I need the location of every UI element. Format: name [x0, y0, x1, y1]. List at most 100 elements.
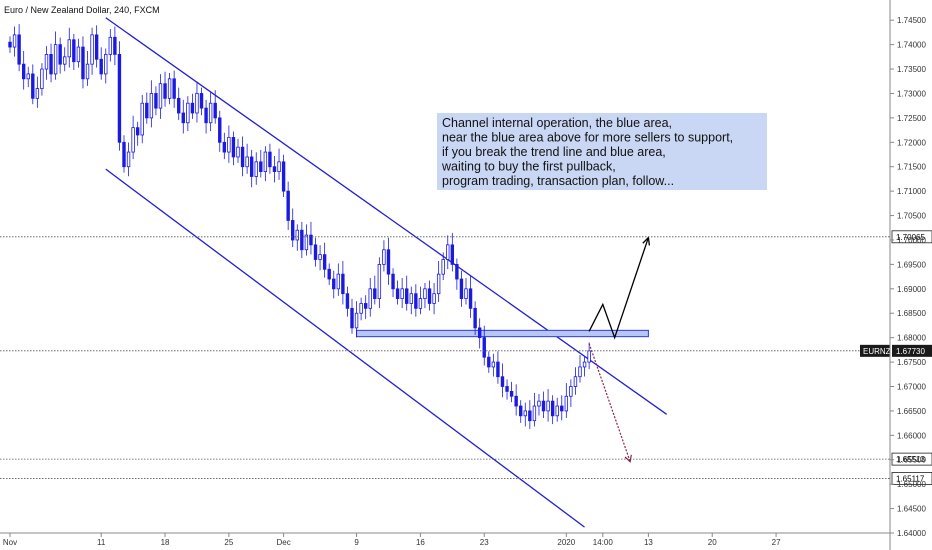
candle-body	[582, 361, 587, 368]
y-tick-label: 1.67000	[897, 382, 926, 391]
annotation-note-line: program trading, transaction plan, follo…	[442, 174, 674, 188]
candle-body	[400, 288, 404, 299]
candle-body	[245, 156, 249, 168]
candle-body	[26, 73, 30, 80]
candle-body	[491, 361, 496, 368]
candle-body	[126, 151, 131, 168]
candle-body	[94, 34, 99, 60]
bullish-arrowhead	[642, 236, 651, 246]
candle-body	[359, 303, 363, 314]
y-tick-label: 1.73500	[897, 65, 926, 74]
candle-body	[40, 68, 44, 89]
candle-body	[167, 78, 172, 99]
channel-lower-line	[105, 168, 585, 528]
candle-body	[135, 127, 140, 136]
candle-body	[309, 234, 313, 246]
candle-body	[208, 102, 213, 124]
candle-body	[104, 53, 108, 75]
candle-body	[277, 161, 281, 173]
candle-body	[213, 102, 217, 119]
annotation-note: Channel internal operation, the blue are…	[437, 113, 767, 190]
candle-body	[67, 39, 71, 58]
candle-body	[468, 288, 473, 309]
candle-body	[464, 288, 468, 299]
candle-body	[322, 254, 327, 270]
candle-body	[254, 161, 258, 177]
candle-body	[354, 312, 359, 329]
candle-body	[432, 293, 436, 304]
y-tick-label: 1.70000	[897, 236, 926, 245]
x-tick-label: 14:00	[593, 538, 614, 547]
candle-body	[519, 405, 523, 417]
candle-body	[541, 400, 546, 412]
y-tick-label: 1.66000	[897, 431, 926, 440]
candle-body	[446, 244, 450, 260]
candle-body	[81, 46, 85, 80]
candle-body	[427, 288, 432, 304]
candle-body	[272, 166, 277, 173]
y-tick-label: 1.70500	[897, 212, 926, 221]
x-tick-label: 23	[480, 538, 489, 547]
candle-body	[550, 400, 555, 417]
candle-body	[313, 244, 318, 260]
x-tick-label: 2020	[557, 538, 575, 547]
y-tick-label: 1.71500	[897, 163, 926, 172]
level-price-label: 1.70065	[896, 233, 925, 242]
y-tick-label: 1.66500	[897, 407, 926, 416]
x-tick-label: Dec	[276, 538, 290, 547]
y-tick-label: 1.72000	[897, 138, 926, 147]
candle-body	[21, 63, 26, 80]
candle-body	[409, 293, 413, 304]
candle-body	[327, 268, 331, 280]
annotation-note-line: near the blue area above for more seller…	[442, 131, 733, 145]
candle-body	[222, 141, 227, 153]
candle-body	[487, 356, 491, 368]
candle-body	[186, 102, 190, 124]
candle-body	[564, 395, 569, 412]
x-tick-label: 13	[644, 538, 653, 547]
candle-body	[295, 229, 299, 241]
candle-body	[569, 386, 573, 397]
candle-body	[350, 307, 354, 329]
y-tick-label: 1.64500	[897, 505, 926, 514]
candle-body	[72, 39, 76, 63]
candle-body	[373, 288, 377, 299]
y-tick-label: 1.72500	[897, 114, 926, 123]
candle-body	[528, 410, 532, 422]
candle-body	[587, 350, 591, 363]
candle-body	[263, 151, 268, 173]
candle-body	[204, 107, 208, 124]
candle-body	[573, 376, 578, 387]
annotation-note-line: if you break the trend line and blue are…	[442, 145, 666, 159]
bullish-projection-path	[588, 237, 650, 340]
candle-body	[177, 97, 181, 114]
candle-body	[17, 34, 21, 65]
candle-body	[199, 93, 204, 109]
candle-body	[363, 303, 368, 309]
candle-body	[455, 263, 459, 280]
candle-body	[336, 273, 341, 290]
candle-body	[8, 41, 12, 48]
candle-body	[113, 36, 117, 55]
level-price-label: 1.65513	[896, 455, 925, 464]
candle-body	[537, 400, 541, 407]
annotation-note-line: Channel internal operation, the blue are…	[442, 116, 672, 130]
candle-body	[291, 220, 295, 241]
candle-body	[181, 112, 185, 124]
symbol-badge	[860, 344, 890, 357]
candle-body	[436, 273, 441, 295]
y-tick-label: 1.65000	[897, 480, 926, 489]
candle-body	[477, 327, 482, 339]
candle-body	[523, 410, 527, 417]
candle-body	[414, 293, 418, 309]
candle-body	[332, 278, 336, 290]
current-price-label: 1.67730	[896, 347, 925, 356]
bearish-projection-path	[588, 343, 631, 462]
candle-body	[377, 263, 382, 299]
candle-body	[140, 102, 144, 136]
candle-body	[555, 405, 559, 417]
candle-body	[76, 46, 81, 63]
projection-paths	[588, 236, 651, 463]
y-tick-label: 1.68500	[897, 309, 926, 318]
candle-body	[268, 151, 272, 168]
